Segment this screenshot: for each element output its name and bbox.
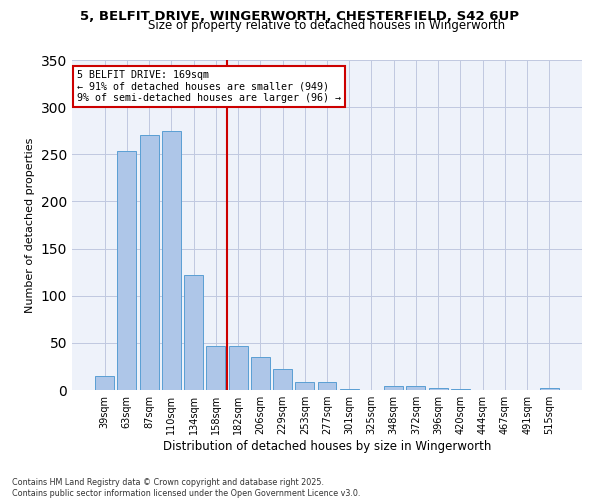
Bar xyxy=(229,346,248,390)
X-axis label: Distribution of detached houses by size in Wingerworth: Distribution of detached houses by size … xyxy=(163,440,491,453)
Bar xyxy=(162,130,181,390)
Bar xyxy=(206,346,225,390)
Title: Size of property relative to detached houses in Wingerworth: Size of property relative to detached ho… xyxy=(148,20,506,32)
Bar xyxy=(95,376,114,390)
Bar xyxy=(429,388,448,390)
Y-axis label: Number of detached properties: Number of detached properties xyxy=(25,138,35,312)
Bar xyxy=(540,388,559,390)
Text: 5, BELFIT DRIVE, WINGERWORTH, CHESTERFIELD, S42 6UP: 5, BELFIT DRIVE, WINGERWORTH, CHESTERFIE… xyxy=(80,10,520,23)
Bar xyxy=(451,389,470,390)
Text: Contains HM Land Registry data © Crown copyright and database right 2025.
Contai: Contains HM Land Registry data © Crown c… xyxy=(12,478,361,498)
Bar xyxy=(384,386,403,390)
Bar xyxy=(118,152,136,390)
Bar xyxy=(273,370,292,390)
Bar xyxy=(317,382,337,390)
Bar xyxy=(406,386,425,390)
Bar xyxy=(251,357,270,390)
Bar xyxy=(295,382,314,390)
Bar xyxy=(184,275,203,390)
Bar xyxy=(340,389,359,390)
Bar xyxy=(140,136,158,390)
Text: 5 BELFIT DRIVE: 169sqm
← 91% of detached houses are smaller (949)
9% of semi-det: 5 BELFIT DRIVE: 169sqm ← 91% of detached… xyxy=(77,70,341,103)
